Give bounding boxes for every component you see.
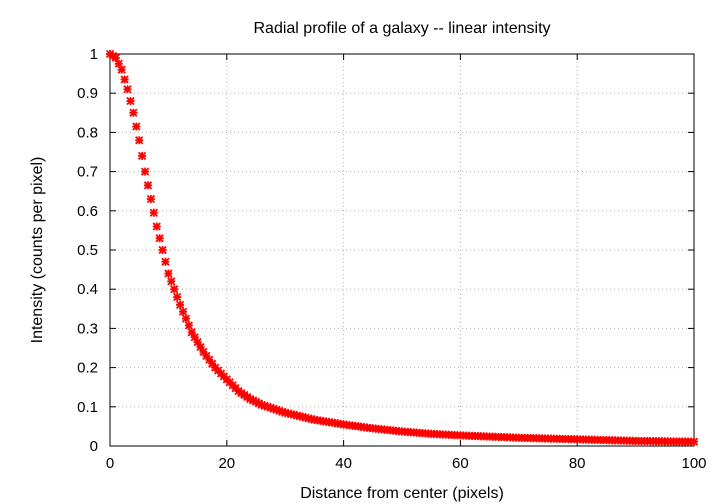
x-axis-label: Distance from center (pixels): [300, 485, 504, 502]
y-tick-label: 0: [90, 438, 98, 455]
data-point: [123, 85, 132, 94]
x-tick-label: 20: [218, 455, 235, 472]
x-tick-label: 0: [106, 455, 114, 472]
data-point: [149, 208, 158, 217]
data-point: [178, 307, 188, 316]
data-point: [158, 245, 167, 255]
data-point: [173, 292, 182, 302]
data-point: [170, 285, 179, 294]
y-tick-label: 0.6: [77, 203, 98, 220]
y-tick-label: 0.4: [77, 281, 98, 298]
data-point: [161, 257, 170, 266]
x-tick-label: 60: [452, 455, 469, 472]
data-point: [117, 65, 126, 74]
data-point: [184, 321, 193, 330]
data-point: [167, 277, 176, 286]
y-tick-label: 0.2: [77, 360, 98, 377]
data-point: [155, 234, 164, 243]
y-axis-label: Intensity (counts per pixel): [29, 157, 46, 344]
x-tick-label: 40: [335, 455, 352, 472]
data-point: [689, 437, 699, 446]
y-tick-label: 1: [90, 46, 98, 63]
axis-ticks: 0 20 40 60 80 100 0 0.1 0.2 0.3 0.4 0.5 0.6 0.7 0.8 0.9…: [77, 46, 706, 472]
chart-title: Radial profile of a galaxy -- linear int…: [253, 20, 550, 37]
y-tick-label: 0.8: [77, 124, 98, 141]
data-point: [181, 314, 191, 323]
grid-lines: [110, 54, 694, 446]
x-tick-label: 100: [681, 455, 706, 472]
data-point: [146, 194, 156, 204]
data-point: [164, 269, 173, 278]
data-point: [126, 96, 135, 106]
data-point: [129, 108, 138, 117]
data-point: [137, 151, 147, 161]
y-tick-label: 0.3: [77, 320, 98, 337]
data-point: [175, 300, 185, 310]
x-tick-label: 80: [569, 455, 586, 472]
data-point: [120, 75, 129, 84]
data-point: [140, 167, 150, 176]
y-tick-label: 0.1: [77, 399, 98, 416]
data-point: [132, 122, 141, 131]
data-point: [135, 136, 144, 145]
y-tick-label: 0.9: [77, 85, 98, 102]
y-tick-label: 0.5: [77, 242, 98, 259]
data-point: [152, 222, 161, 231]
y-tick-label: 0.7: [77, 164, 98, 181]
data-point: [143, 181, 153, 190]
data-series: [105, 49, 699, 446]
